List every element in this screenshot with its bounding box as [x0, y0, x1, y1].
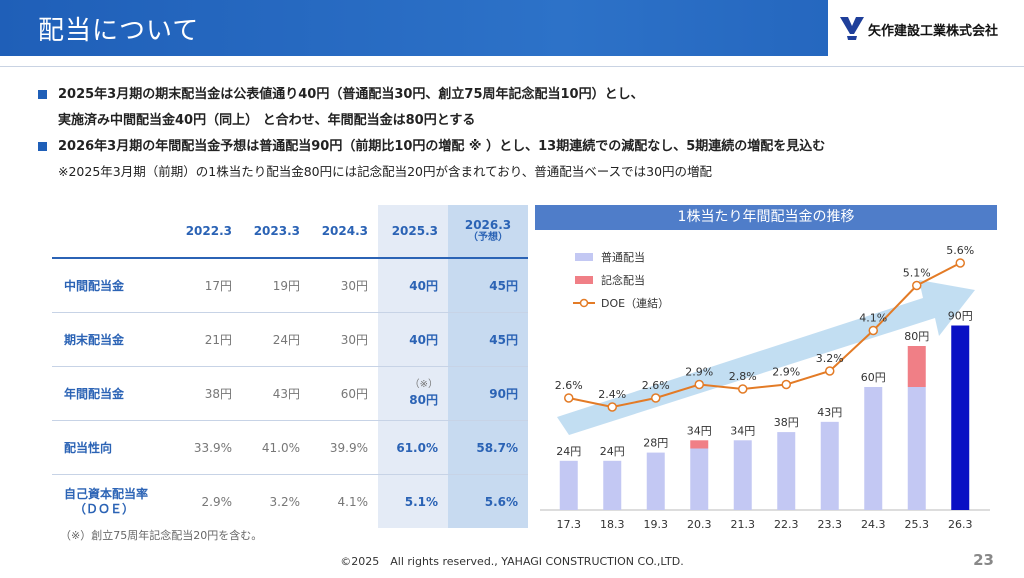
bar-value-label: 80円: [904, 330, 929, 343]
bar-regular: [733, 440, 752, 510]
legend-swatch: [575, 253, 593, 261]
legend-swatch: [575, 276, 593, 284]
bar-regular: [646, 452, 665, 510]
dividend-table: 2022.3 2023.3 2024.3 2025.3 2026.3 （予想） 中…: [52, 205, 528, 528]
bullet-continuation: 実施済み中間配当金40円（同上） と合わせ、年間配当金は80円とする: [58, 113, 476, 128]
doe-value-label: 4.1%: [859, 312, 887, 325]
legend-label: DOE（連結）: [601, 296, 669, 310]
x-tick-label: 25.3: [905, 518, 930, 531]
bullet-note: ※2025年3月期（前期）の1株当たり配当金80円には記念配当20円が含まれてお…: [58, 164, 713, 179]
yahagi-logo-icon: [840, 17, 864, 40]
doe-point: [694, 379, 704, 390]
header-divider: [0, 66, 1024, 67]
dividend-chart: 24円 17.3 24円 18.3 28円 19.3 34円 20.3 34円 21.3 38円 22…: [540, 244, 990, 531]
bar-regular: [559, 460, 578, 510]
table-row: 期末配当金 21円 24円 30円 40円 45円: [52, 312, 528, 367]
bar-commemorative: [690, 440, 709, 449]
x-tick-label: 17.3: [557, 518, 582, 531]
table-row: 年間配当金 38円 43円 60円 （※） 80円 90円: [52, 366, 528, 421]
bar-regular: [820, 421, 839, 510]
company-name: 矢作建設工業株式会社: [868, 24, 999, 39]
legend-label: 記念配当: [601, 273, 645, 287]
summary-bullets: 2025年3月期の期末配当金は公表値通り40円（普通配当30円、創立75周年記念…: [36, 82, 1016, 184]
x-tick-label: 23.3: [818, 518, 843, 531]
doe-point: [564, 393, 574, 403]
bar-regular: [951, 325, 970, 510]
bar-regular: [690, 448, 709, 510]
bar-value-label: 60円: [861, 371, 886, 384]
bullet-item: 2025年3月期の期末配当金は公表値通り40円（普通配当30円、創立75周年記念…: [36, 82, 1016, 108]
doe-value-label: 2.4%: [598, 388, 626, 401]
x-tick-label: 24.3: [861, 518, 886, 531]
bar-value-label: 34円: [687, 424, 712, 437]
doe-value-label: 3.2%: [816, 352, 844, 365]
bar-value-label: 34円: [730, 424, 755, 437]
bar-value-label: 24円: [556, 445, 581, 458]
x-tick-label: 21.3: [731, 518, 756, 531]
doe-point: [825, 366, 835, 376]
bar-regular: [777, 432, 796, 510]
x-tick-label: 18.3: [600, 518, 625, 531]
doe-point: [738, 384, 748, 394]
bar-value-label: 24円: [600, 445, 625, 458]
bullet-square-icon: [38, 142, 47, 151]
x-tick-label: 26.3: [948, 518, 973, 531]
bar-value-label: 38円: [774, 416, 799, 429]
doe-point: [607, 402, 617, 412]
copyright: ©2025 All rights reserved., YAHAGI CONST…: [340, 555, 684, 568]
doe-value-label: 2.8%: [729, 370, 757, 383]
doe-value-label: 2.9%: [772, 366, 800, 379]
table-row: 中間配当金 17円 19円 30円 40円 45円: [52, 258, 528, 313]
table-header-row: 2022.3 2023.3 2024.3 2025.3 2026.3 （予想）: [52, 205, 528, 258]
page-number: 23: [973, 551, 994, 569]
doe-point: [955, 258, 965, 268]
bullet-item: 2026年3月期の年間配当金予想は普通配当90円（前期比10円の増配 ※ ）とし…: [36, 134, 1016, 160]
table-row: 自己資本配当率 （ＤＯＥ） 2.9% 3.2% 4.1% 5.1% 5.6%: [52, 474, 528, 528]
chart-title: 1株当たり年間配当金の推移: [535, 205, 997, 230]
table-footnote: （※）創立75周年記念配当20円を含む。: [60, 529, 263, 542]
doe-point: [912, 280, 922, 291]
bar-value-label: 28円: [643, 437, 668, 450]
doe-point: [781, 379, 791, 390]
doe-value-label: 2.9%: [685, 366, 713, 379]
legend-label: 普通配当: [601, 250, 645, 264]
bar-value-label: 43円: [817, 406, 842, 419]
doe-line: [568, 262, 961, 409]
x-tick-label: 22.3: [774, 518, 799, 531]
bar-regular: [907, 387, 926, 510]
doe-value-label: 2.6%: [642, 379, 670, 392]
table-row: 配当性向 33.9% 41.0% 39.9% 61.0% 58.7%: [52, 420, 528, 475]
bar-commemorative: [907, 346, 926, 387]
bar-value-label: 90円: [948, 310, 973, 323]
bar-regular: [864, 387, 883, 510]
bar-regular: [603, 460, 622, 510]
doe-value-label: 5.1%: [903, 267, 931, 280]
bullet-square-icon: [38, 90, 47, 99]
doe-point: [868, 325, 878, 336]
doe-point: [651, 393, 661, 403]
doe-value-label: 5.6%: [946, 244, 974, 257]
legend-swatch: [579, 298, 589, 308]
doe-value-label: 2.6%: [555, 379, 583, 392]
x-tick-label: 19.3: [644, 518, 669, 531]
page-title: 配当について: [38, 16, 200, 46]
company-logo-area: 矢作建設工業株式会社: [828, 0, 1024, 56]
x-tick-label: 20.3: [687, 518, 712, 531]
header-bar: 配当について 矢作建設工業株式会社: [0, 0, 1024, 56]
